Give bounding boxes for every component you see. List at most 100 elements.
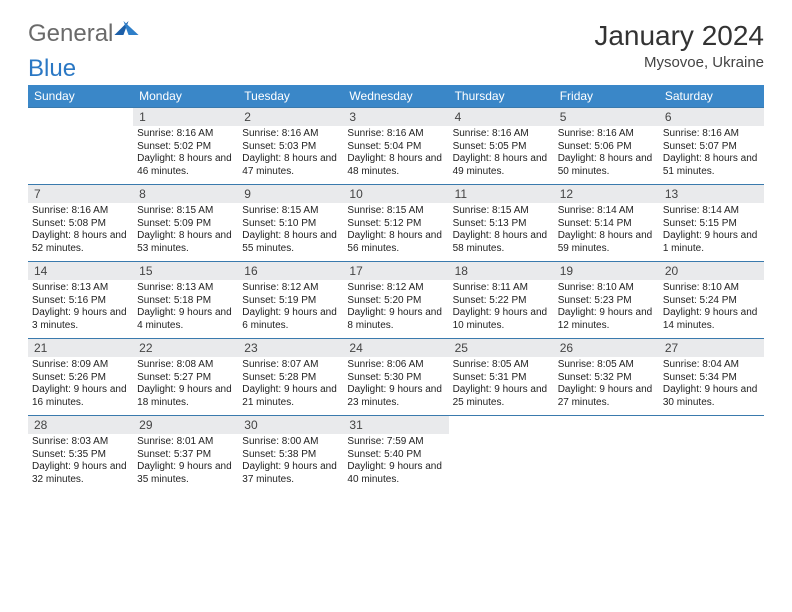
calendar-cell: 12Sunrise: 8:14 AMSunset: 5:14 PMDayligh… <box>554 185 659 262</box>
day-number: 26 <box>554 339 659 357</box>
day-number: 29 <box>133 416 238 434</box>
day-details: Sunrise: 8:06 AMSunset: 5:30 PMDaylight:… <box>343 357 448 415</box>
page-title: January 2024 <box>594 20 764 52</box>
day-number: 25 <box>449 339 554 357</box>
weekday-header: Monday <box>133 85 238 108</box>
day-number: 13 <box>659 185 764 203</box>
calendar-cell: 16Sunrise: 8:12 AMSunset: 5:19 PMDayligh… <box>238 262 343 339</box>
day-details: Sunrise: 8:15 AMSunset: 5:12 PMDaylight:… <box>343 203 448 261</box>
day-details: Sunrise: 8:13 AMSunset: 5:16 PMDaylight:… <box>28 280 133 338</box>
weekday-header: Friday <box>554 85 659 108</box>
day-details: Sunrise: 8:15 AMSunset: 5:13 PMDaylight:… <box>449 203 554 261</box>
weekday-header: Tuesday <box>238 85 343 108</box>
calendar-cell: 8Sunrise: 8:15 AMSunset: 5:09 PMDaylight… <box>133 185 238 262</box>
calendar-cell: 4Sunrise: 8:16 AMSunset: 5:05 PMDaylight… <box>449 108 554 185</box>
day-number: 5 <box>554 108 659 126</box>
title-block: January 2024 Mysovoe, Ukraine <box>594 20 764 71</box>
calendar-cell <box>449 416 554 493</box>
weekday-header: Wednesday <box>343 85 448 108</box>
calendar-cell: 5Sunrise: 8:16 AMSunset: 5:06 PMDaylight… <box>554 108 659 185</box>
calendar-cell: 9Sunrise: 8:15 AMSunset: 5:10 PMDaylight… <box>238 185 343 262</box>
calendar-cell <box>659 416 764 493</box>
calendar-week-row: 7Sunrise: 8:16 AMSunset: 5:08 PMDaylight… <box>28 185 764 262</box>
day-number: 17 <box>343 262 448 280</box>
day-number: 4 <box>449 108 554 126</box>
calendar-cell: 18Sunrise: 8:11 AMSunset: 5:22 PMDayligh… <box>449 262 554 339</box>
weekday-header: Saturday <box>659 85 764 108</box>
calendar-cell: 21Sunrise: 8:09 AMSunset: 5:26 PMDayligh… <box>28 339 133 416</box>
day-number: 31 <box>343 416 448 434</box>
day-number: 20 <box>659 262 764 280</box>
day-details: Sunrise: 8:11 AMSunset: 5:22 PMDaylight:… <box>449 280 554 338</box>
day-number: 1 <box>133 108 238 126</box>
logo-triangle-icon-2 <box>124 21 139 35</box>
day-details: Sunrise: 8:16 AMSunset: 5:04 PMDaylight:… <box>343 126 448 184</box>
day-number: 7 <box>28 185 133 203</box>
day-details: Sunrise: 8:10 AMSunset: 5:23 PMDaylight:… <box>554 280 659 338</box>
page-subtitle: Mysovoe, Ukraine <box>594 54 764 71</box>
day-details: Sunrise: 8:01 AMSunset: 5:37 PMDaylight:… <box>133 434 238 492</box>
calendar-cell: 15Sunrise: 8:13 AMSunset: 5:18 PMDayligh… <box>133 262 238 339</box>
day-details: Sunrise: 8:14 AMSunset: 5:14 PMDaylight:… <box>554 203 659 261</box>
weekday-header: Thursday <box>449 85 554 108</box>
day-number: 22 <box>133 339 238 357</box>
calendar-week-row: 21Sunrise: 8:09 AMSunset: 5:26 PMDayligh… <box>28 339 764 416</box>
calendar-table: SundayMondayTuesdayWednesdayThursdayFrid… <box>28 85 764 492</box>
calendar-cell: 20Sunrise: 8:10 AMSunset: 5:24 PMDayligh… <box>659 262 764 339</box>
calendar-cell: 22Sunrise: 8:08 AMSunset: 5:27 PMDayligh… <box>133 339 238 416</box>
day-details: Sunrise: 8:03 AMSunset: 5:35 PMDaylight:… <box>28 434 133 492</box>
day-details: Sunrise: 8:16 AMSunset: 5:06 PMDaylight:… <box>554 126 659 184</box>
day-number: 2 <box>238 108 343 126</box>
day-number: 21 <box>28 339 133 357</box>
day-number: 30 <box>238 416 343 434</box>
day-details: Sunrise: 7:59 AMSunset: 5:40 PMDaylight:… <box>343 434 448 492</box>
calendar-cell: 13Sunrise: 8:14 AMSunset: 5:15 PMDayligh… <box>659 185 764 262</box>
calendar-cell: 3Sunrise: 8:16 AMSunset: 5:04 PMDaylight… <box>343 108 448 185</box>
calendar-cell: 17Sunrise: 8:12 AMSunset: 5:20 PMDayligh… <box>343 262 448 339</box>
calendar-cell: 31Sunrise: 7:59 AMSunset: 5:40 PMDayligh… <box>343 416 448 493</box>
logo: General <box>28 20 136 48</box>
calendar-cell: 14Sunrise: 8:13 AMSunset: 5:16 PMDayligh… <box>28 262 133 339</box>
logo-text-blue: Blue <box>28 55 76 82</box>
day-details: Sunrise: 8:14 AMSunset: 5:15 PMDaylight:… <box>659 203 764 261</box>
calendar-cell: 24Sunrise: 8:06 AMSunset: 5:30 PMDayligh… <box>343 339 448 416</box>
day-details: Sunrise: 8:07 AMSunset: 5:28 PMDaylight:… <box>238 357 343 415</box>
calendar-cell: 26Sunrise: 8:05 AMSunset: 5:32 PMDayligh… <box>554 339 659 416</box>
calendar-cell: 11Sunrise: 8:15 AMSunset: 5:13 PMDayligh… <box>449 185 554 262</box>
day-details: Sunrise: 8:12 AMSunset: 5:20 PMDaylight:… <box>343 280 448 338</box>
calendar-cell: 30Sunrise: 8:00 AMSunset: 5:38 PMDayligh… <box>238 416 343 493</box>
day-details: Sunrise: 8:08 AMSunset: 5:27 PMDaylight:… <box>133 357 238 415</box>
day-number: 15 <box>133 262 238 280</box>
weekday-header-row: SundayMondayTuesdayWednesdayThursdayFrid… <box>28 85 764 108</box>
day-number: 24 <box>343 339 448 357</box>
day-number: 10 <box>343 185 448 203</box>
day-details: Sunrise: 8:00 AMSunset: 5:38 PMDaylight:… <box>238 434 343 492</box>
calendar-cell: 6Sunrise: 8:16 AMSunset: 5:07 PMDaylight… <box>659 108 764 185</box>
calendar-week-row: 28Sunrise: 8:03 AMSunset: 5:35 PMDayligh… <box>28 416 764 493</box>
day-details: Sunrise: 8:16 AMSunset: 5:07 PMDaylight:… <box>659 126 764 184</box>
header: General January 2024 Mysovoe, Ukraine <box>0 0 792 79</box>
calendar-cell <box>554 416 659 493</box>
calendar-cell: 27Sunrise: 8:04 AMSunset: 5:34 PMDayligh… <box>659 339 764 416</box>
calendar-cell: 2Sunrise: 8:16 AMSunset: 5:03 PMDaylight… <box>238 108 343 185</box>
day-details: Sunrise: 8:12 AMSunset: 5:19 PMDaylight:… <box>238 280 343 338</box>
day-number: 19 <box>554 262 659 280</box>
day-details: Sunrise: 8:10 AMSunset: 5:24 PMDaylight:… <box>659 280 764 338</box>
calendar-cell: 28Sunrise: 8:03 AMSunset: 5:35 PMDayligh… <box>28 416 133 493</box>
calendar-cell: 23Sunrise: 8:07 AMSunset: 5:28 PMDayligh… <box>238 339 343 416</box>
day-number: 23 <box>238 339 343 357</box>
calendar-cell: 29Sunrise: 8:01 AMSunset: 5:37 PMDayligh… <box>133 416 238 493</box>
day-details: Sunrise: 8:16 AMSunset: 5:02 PMDaylight:… <box>133 126 238 184</box>
day-number: 9 <box>238 185 343 203</box>
day-details: Sunrise: 8:05 AMSunset: 5:32 PMDaylight:… <box>554 357 659 415</box>
calendar-week-row: 1Sunrise: 8:16 AMSunset: 5:02 PMDaylight… <box>28 108 764 185</box>
day-number: 6 <box>659 108 764 126</box>
calendar-cell: 1Sunrise: 8:16 AMSunset: 5:02 PMDaylight… <box>133 108 238 185</box>
calendar-cell: 10Sunrise: 8:15 AMSunset: 5:12 PMDayligh… <box>343 185 448 262</box>
day-details: Sunrise: 8:16 AMSunset: 5:08 PMDaylight:… <box>28 203 133 261</box>
day-details: Sunrise: 8:09 AMSunset: 5:26 PMDaylight:… <box>28 357 133 415</box>
day-number: 3 <box>343 108 448 126</box>
day-details: Sunrise: 8:16 AMSunset: 5:05 PMDaylight:… <box>449 126 554 184</box>
day-details: Sunrise: 8:15 AMSunset: 5:09 PMDaylight:… <box>133 203 238 261</box>
calendar-cell: 25Sunrise: 8:05 AMSunset: 5:31 PMDayligh… <box>449 339 554 416</box>
